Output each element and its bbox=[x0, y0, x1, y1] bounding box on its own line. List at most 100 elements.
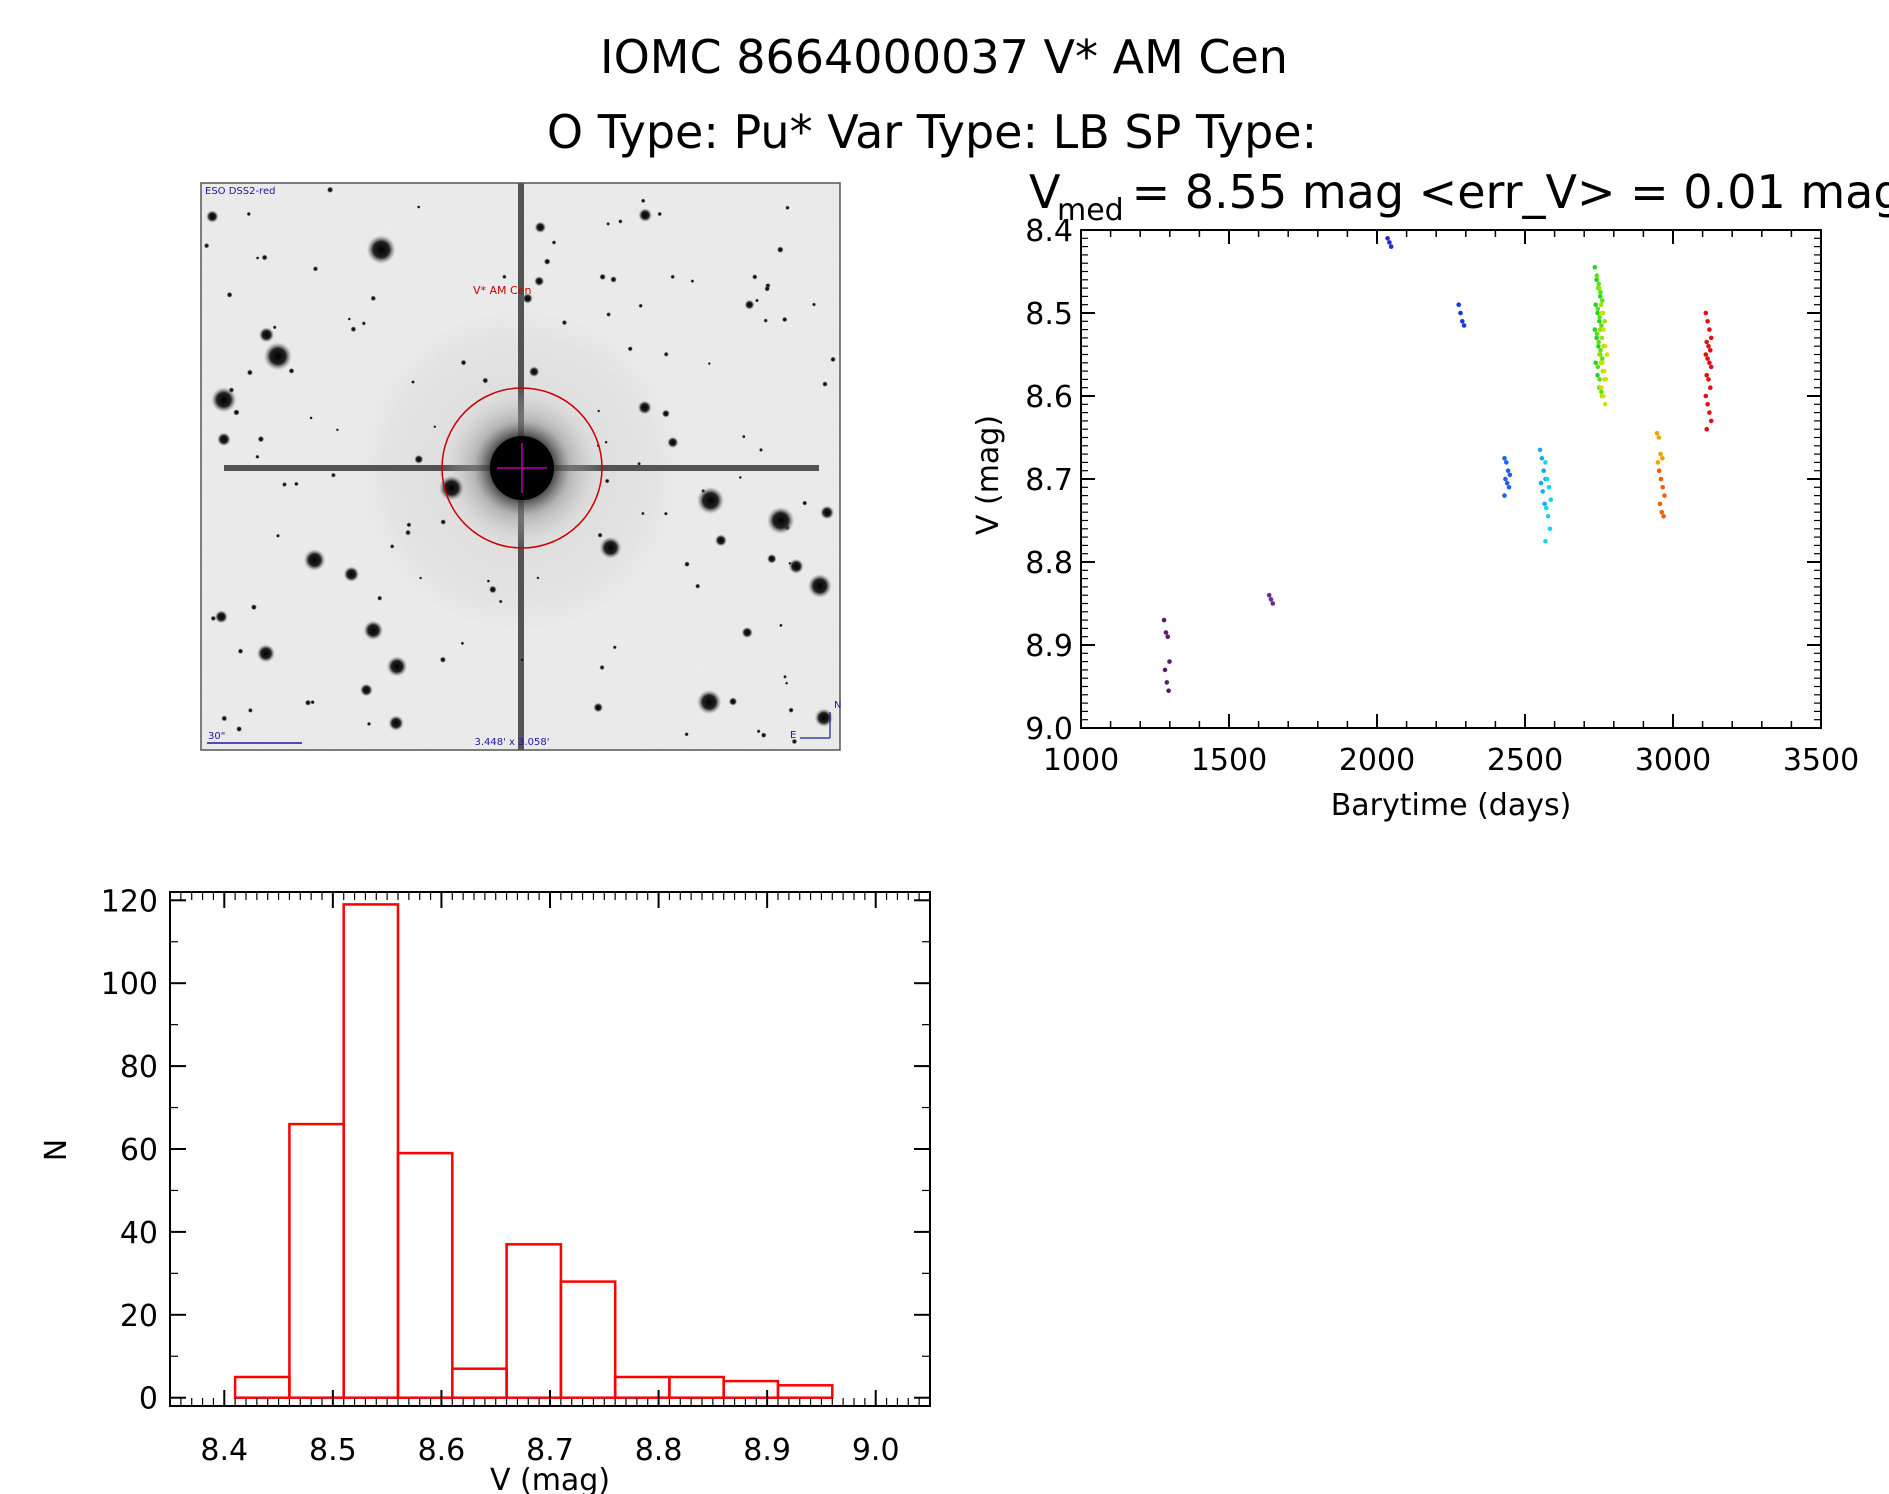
lc-data-point bbox=[1597, 377, 1602, 382]
hist-x-tick-label: 8.9 bbox=[743, 1433, 791, 1468]
field-star bbox=[597, 409, 601, 413]
hist-bar bbox=[776, 1384, 834, 1399]
lc-data-point bbox=[1593, 302, 1598, 308]
field-star bbox=[637, 400, 652, 415]
field-star bbox=[522, 293, 533, 304]
hist-bar bbox=[233, 1375, 291, 1399]
field-star bbox=[763, 318, 768, 323]
lc-data-point bbox=[1602, 368, 1607, 374]
field-star bbox=[217, 432, 231, 447]
lc-data-point bbox=[1502, 493, 1507, 498]
hist-y-axis-label: N bbox=[39, 1139, 74, 1161]
field-star bbox=[696, 689, 722, 715]
lc-data-point bbox=[1657, 501, 1663, 507]
field-star bbox=[236, 725, 243, 733]
field-star bbox=[618, 219, 623, 224]
field-star bbox=[226, 291, 233, 298]
lc-x-tick-label: 1000 bbox=[1043, 743, 1119, 778]
light-curve-chart: V med = 8.55 mag <err_V> = 0.01 mag 1000… bbox=[971, 165, 1889, 823]
field-star bbox=[263, 342, 293, 371]
field-star bbox=[250, 604, 257, 611]
lc-data-point bbox=[1539, 456, 1545, 461]
lc-data-point bbox=[1599, 389, 1604, 395]
field-star bbox=[820, 505, 835, 520]
lc-data-point bbox=[1595, 306, 1601, 312]
field-star bbox=[766, 506, 795, 535]
hist-bar bbox=[613, 1375, 671, 1399]
field-star bbox=[638, 303, 643, 309]
lc-data-point bbox=[1601, 393, 1606, 399]
hist-bar bbox=[722, 1379, 780, 1399]
field-star bbox=[641, 511, 645, 516]
lc-data-point bbox=[1704, 372, 1709, 378]
field-star bbox=[363, 620, 384, 641]
hist-y-tick-label: 40 bbox=[120, 1216, 158, 1251]
field-star bbox=[206, 210, 219, 223]
lc-data-point bbox=[1703, 310, 1709, 316]
lc-data-point bbox=[1594, 273, 1600, 278]
field-star bbox=[744, 299, 755, 310]
lc-data-point bbox=[1602, 319, 1607, 324]
hist-x-tick-label: 8.7 bbox=[526, 1433, 574, 1468]
lc-data-point bbox=[1600, 360, 1605, 366]
lc-data-point bbox=[1707, 360, 1712, 366]
lc-data-point bbox=[1705, 402, 1710, 407]
field-star bbox=[807, 573, 832, 599]
field-star bbox=[330, 472, 336, 478]
field-star bbox=[433, 425, 437, 429]
lc-data-point bbox=[1656, 468, 1662, 474]
field-star bbox=[606, 312, 612, 317]
field-star bbox=[203, 242, 210, 249]
field-star bbox=[310, 699, 315, 705]
field-star bbox=[640, 198, 646, 204]
page-title: IOMC 8664000037 V* AM Cen bbox=[600, 30, 1288, 84]
field-star bbox=[309, 416, 313, 420]
lc-data-point bbox=[1461, 323, 1467, 328]
field-stars bbox=[203, 186, 836, 745]
lc-data-point bbox=[1706, 377, 1711, 382]
field-star bbox=[684, 561, 690, 568]
compass-icon bbox=[800, 712, 831, 739]
lc-data-point bbox=[1540, 489, 1546, 494]
lc-data-point bbox=[1602, 402, 1608, 407]
lc-data-point bbox=[1537, 447, 1543, 453]
lc-data-point bbox=[1708, 364, 1714, 370]
field-star bbox=[528, 366, 540, 378]
lc-data-point bbox=[1604, 352, 1610, 357]
lc-data-point bbox=[1592, 265, 1598, 270]
lc-x-tick-label: 2500 bbox=[1487, 743, 1563, 778]
lc-data-point bbox=[1658, 451, 1663, 457]
lc-axis-ticks: 1000 1500 2000 2500 3000 3500 8.4 8.5 8.6 8.7 8.8 8… bbox=[1025, 214, 1859, 778]
lc-data-point bbox=[1542, 501, 1547, 507]
field-star bbox=[781, 316, 788, 323]
lc-y-tick-label: 8.5 bbox=[1025, 297, 1073, 332]
field-star bbox=[440, 519, 447, 525]
lc-y-tick-label: 9.0 bbox=[1025, 712, 1073, 747]
lc-data-point bbox=[1598, 348, 1603, 353]
lc-data-point bbox=[1505, 468, 1511, 474]
field-star bbox=[303, 549, 326, 571]
lc-data-point bbox=[1707, 410, 1712, 415]
page-subtitle: O Type: Pu* Var Type: LB SP Type: bbox=[547, 105, 1317, 159]
hist-axis-ticks: 8.4 8.5 8.6 8.7 8.8 8.9 9.0 0 20 40 60 80 100 120 bbox=[101, 884, 931, 1468]
field-star bbox=[258, 327, 275, 343]
field-star bbox=[684, 732, 689, 737]
lc-data-point bbox=[1544, 505, 1549, 511]
lc-data-point bbox=[1507, 472, 1513, 478]
field-star bbox=[667, 436, 679, 449]
field-star bbox=[439, 656, 447, 663]
lc-data-point bbox=[1164, 680, 1170, 685]
lc-data-point bbox=[1595, 372, 1600, 378]
lc-data-point bbox=[1603, 377, 1609, 382]
lc-data-point bbox=[1598, 289, 1603, 295]
hist-bar bbox=[396, 1151, 454, 1399]
lc-data-point bbox=[1662, 493, 1667, 498]
hist-x-tick-label: 8.6 bbox=[418, 1433, 466, 1468]
field-star bbox=[610, 276, 617, 283]
lc-data-point bbox=[1592, 327, 1598, 332]
lc-data-point bbox=[1538, 480, 1544, 486]
field-star bbox=[361, 321, 367, 326]
lc-data-point bbox=[1543, 460, 1548, 465]
lc-data-point bbox=[1543, 539, 1548, 544]
